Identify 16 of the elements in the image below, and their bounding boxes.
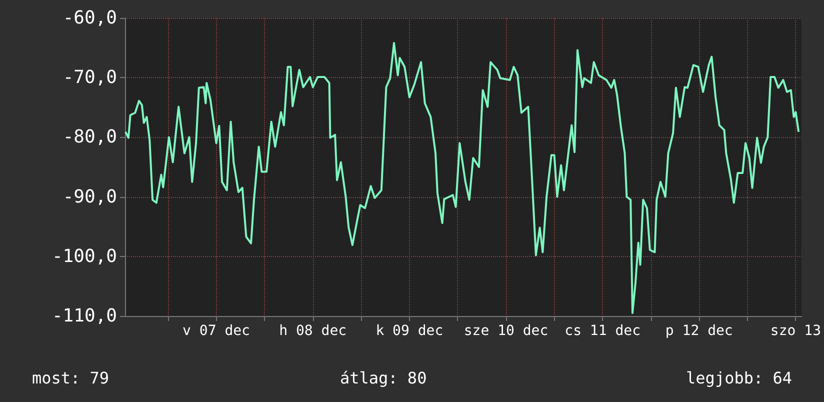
x-tick-label: szo 13	[770, 323, 822, 339]
x-tick-label: p 12 dec	[665, 323, 733, 339]
y-tick-label: -110,0	[52, 306, 117, 326]
x-tick-label: h 08 dec	[279, 323, 347, 339]
x-tick-label: sze 10 dec	[464, 323, 548, 339]
y-tick-label: -60,0	[62, 8, 117, 28]
x-tick-label: k 09 dec	[376, 323, 444, 339]
y-tick-label: -80,0	[62, 126, 117, 148]
y-tick-label: -100,0	[52, 246, 117, 267]
x-tick-label: v 07 dec	[182, 323, 250, 339]
text: átlag: 80	[340, 368, 427, 388]
text: most: 79	[32, 368, 110, 388]
y-tick-label: -70,0	[62, 67, 117, 88]
x-tick-label: cs 11 dec	[564, 323, 640, 339]
y-tick-label: -90,0	[62, 186, 117, 208]
text: legjobb: 64	[686, 368, 792, 388]
